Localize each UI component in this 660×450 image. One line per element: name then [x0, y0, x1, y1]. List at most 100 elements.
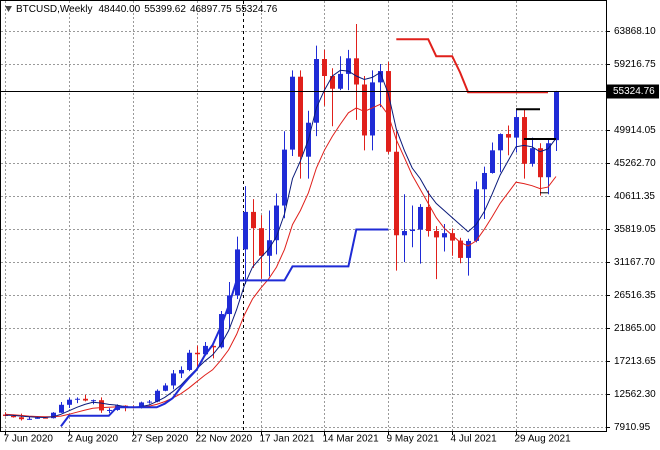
candle-body — [163, 385, 168, 391]
ohlc-low: 46897.75 — [190, 4, 232, 15]
candle-body — [442, 233, 447, 238]
candle-body — [187, 352, 192, 370]
candle-body — [219, 314, 224, 348]
ohlc-high: 55399.62 — [144, 4, 186, 15]
price-label: 55324.76 — [613, 86, 655, 97]
candle-body — [330, 76, 335, 89]
candle-body — [338, 73, 343, 89]
candle-body — [434, 231, 439, 238]
symbol: BTCUSD,Weekly — [16, 4, 93, 15]
y-tick-label: 49914.05 — [614, 125, 656, 136]
candle-body — [530, 148, 535, 164]
y-tick-label: 45262.70 — [614, 158, 656, 169]
candle-body — [251, 211, 256, 229]
candle-body — [378, 71, 383, 83]
x-tick-label: 2 Aug 2020 — [68, 434, 119, 445]
candle-body — [394, 151, 399, 236]
candle-body — [155, 390, 160, 402]
candle-body — [314, 59, 319, 123]
candle-body — [43, 417, 48, 419]
x-tick-label: 17 Jan 2021 — [260, 434, 315, 445]
candle-body — [354, 58, 359, 85]
candle-body — [346, 58, 351, 74]
candle-body — [418, 206, 423, 230]
candle-body — [386, 71, 391, 152]
chart-header: BTCUSD,Weekly 48440.00 55399.62 46897.75 553… — [16, 4, 278, 15]
y-tick-label: 40611.35 — [614, 191, 655, 202]
y-tick-label: 21865.00 — [614, 323, 656, 334]
candle-body — [482, 172, 487, 190]
candle-body — [27, 418, 32, 420]
candle-body — [11, 415, 16, 418]
candle-body — [290, 76, 295, 150]
candle-body — [546, 143, 551, 178]
candle-body — [450, 233, 455, 241]
candle-body — [274, 205, 279, 241]
indicator-line — [60, 228, 389, 428]
y-tick-label: 59216.75 — [614, 59, 656, 70]
candle-body — [147, 401, 152, 403]
candle-body — [67, 399, 72, 405]
ohlc-open: 48440.00 — [99, 4, 141, 15]
candle-body — [554, 91, 559, 141]
plot-frame — [0, 0, 607, 432]
y-tick-label: 63868.10 — [614, 26, 656, 37]
candle-body — [402, 231, 407, 236]
ohlc-close: 55324.76 — [236, 4, 278, 15]
price-label-box — [607, 84, 659, 99]
candle-body — [490, 150, 495, 173]
indicator-line — [4, 69, 557, 419]
candle-body — [370, 82, 375, 136]
y-tick-label: 31167.70 — [614, 257, 655, 268]
candle-body — [203, 345, 208, 355]
candle-body — [139, 402, 144, 408]
x-tick-label: 14 Mar 2021 — [323, 434, 380, 445]
candle-body — [91, 400, 96, 402]
y-tick-label: 26516.35 — [614, 290, 656, 301]
candle-body — [51, 412, 56, 419]
candle-body — [506, 134, 511, 138]
candle-body — [282, 149, 287, 206]
candle-body — [83, 398, 88, 401]
candle-body — [107, 409, 112, 411]
candle-body — [322, 59, 327, 77]
x-tick-label: 7 Jun 2020 — [4, 434, 54, 445]
y-tick-label: 17213.65 — [614, 356, 656, 367]
indicator-line — [4, 103, 557, 418]
x-tick-label: 4 Jul 2021 — [451, 434, 498, 445]
candle-body — [75, 398, 80, 400]
candle-body — [235, 249, 240, 296]
candle-body — [362, 84, 367, 136]
candle-body — [474, 189, 479, 241]
candle-body — [538, 148, 543, 178]
candle-body — [259, 228, 264, 256]
candle-body — [410, 229, 415, 232]
candle-body — [514, 117, 519, 138]
candle-body — [466, 240, 471, 258]
candle-body — [195, 352, 200, 355]
y-tick-label: 12562.30 — [614, 389, 656, 400]
marks — [3, 23, 559, 428]
y-tick-label: 7910.95 — [614, 422, 651, 433]
x-tick-label: 29 Aug 2021 — [515, 434, 572, 445]
candle-body — [211, 345, 216, 348]
candle-body — [59, 404, 64, 413]
indicator-line — [396, 38, 548, 94]
candle-body — [426, 206, 431, 232]
candle-body — [298, 76, 303, 157]
candle-body — [522, 117, 527, 164]
candle-body — [243, 211, 248, 250]
x-tick-label: 22 Nov 2020 — [196, 434, 253, 445]
y-tick-label: 35819.05 — [614, 224, 656, 235]
candle-body — [179, 369, 184, 374]
candle-body — [458, 240, 463, 258]
x-tick-label: 27 Sep 2020 — [132, 434, 189, 445]
candle-body — [35, 417, 40, 419]
candle-body — [498, 134, 503, 151]
candle-body — [171, 373, 176, 386]
candle-body — [99, 400, 104, 411]
x-tick-label: 9 May 2021 — [387, 434, 440, 445]
candle-body — [19, 417, 24, 420]
